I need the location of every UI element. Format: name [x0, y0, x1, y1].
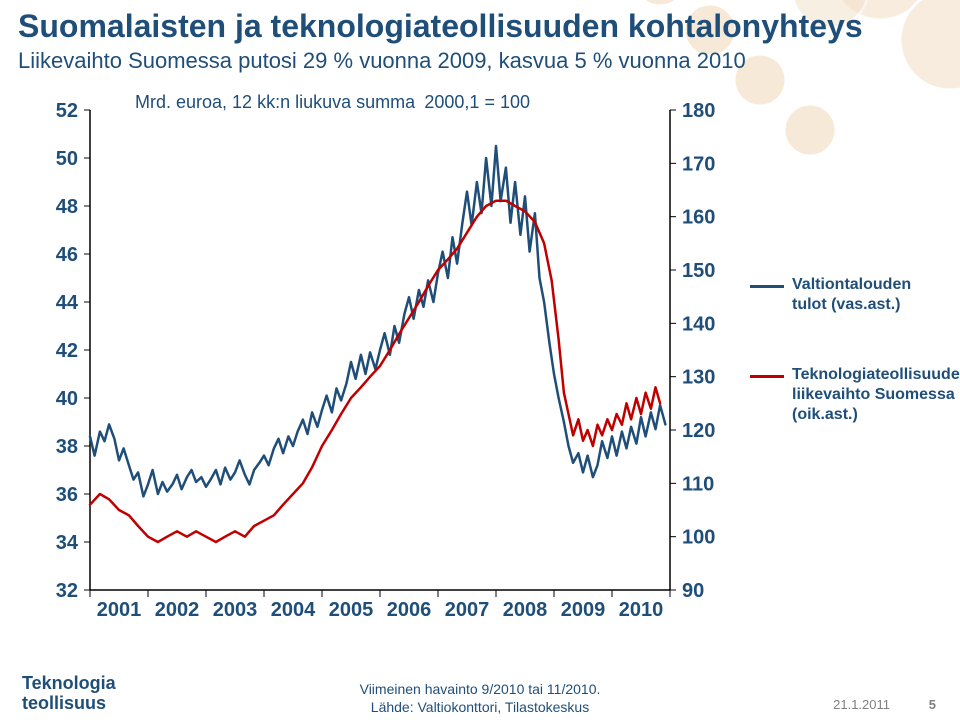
footer-line2: Lähde: Valtiokonttori, Tilastokeskus [0, 698, 960, 716]
svg-text:2000,1 = 100: 2000,1 = 100 [424, 92, 530, 112]
legend: Valtiontalouden tulot (vas.ast.) Teknolog… [750, 275, 945, 475]
svg-text:2007: 2007 [445, 599, 490, 621]
svg-text:52: 52 [56, 100, 78, 122]
footer-page: 5 [929, 697, 936, 712]
svg-text:130: 130 [682, 367, 715, 389]
svg-text:2008: 2008 [503, 599, 548, 621]
svg-text:32: 32 [56, 580, 78, 602]
svg-text:100: 100 [682, 527, 715, 549]
legend-label: Valtiontalouden tulot (vas.ast.) [792, 275, 945, 315]
svg-text:50: 50 [56, 148, 78, 170]
legend-item: Valtiontalouden tulot (vas.ast.) [750, 275, 945, 315]
svg-text:42: 42 [56, 340, 78, 362]
svg-text:2002: 2002 [155, 599, 200, 621]
svg-text:48: 48 [56, 196, 78, 218]
footer-line1: Viimeinen havainto 9/2010 tai 11/2010. [0, 680, 960, 698]
svg-text:38: 38 [56, 436, 78, 458]
svg-text:150: 150 [682, 260, 715, 282]
svg-text:36: 36 [56, 484, 78, 506]
svg-text:2006: 2006 [387, 599, 432, 621]
svg-text:110: 110 [682, 473, 714, 495]
slide-title: Suomalaisten ja teknologiateollisuuden k… [18, 8, 863, 45]
slide: Suomalaisten ja teknologiateollisuuden k… [0, 0, 960, 726]
svg-text:170: 170 [682, 153, 715, 175]
svg-text:2009: 2009 [561, 599, 606, 621]
svg-text:34: 34 [56, 532, 79, 554]
legend-swatch [750, 285, 784, 288]
footer-source: Viimeinen havainto 9/2010 tai 11/2010. L… [0, 680, 960, 716]
footer-date: 21.1.2011 [833, 697, 890, 712]
svg-text:140: 140 [682, 313, 715, 335]
legend-swatch [750, 375, 784, 378]
svg-text:2010: 2010 [619, 599, 664, 621]
svg-text:40: 40 [56, 388, 78, 410]
legend-label: Teknologiateollisuuden liikevaihto Suome… [792, 365, 960, 425]
svg-text:160: 160 [682, 207, 715, 229]
legend-item: Teknologiateollisuuden liikevaihto Suome… [750, 365, 945, 425]
svg-text:120: 120 [682, 420, 715, 442]
svg-text:2005: 2005 [329, 599, 374, 621]
svg-text:90: 90 [682, 580, 704, 602]
svg-text:44: 44 [56, 292, 79, 314]
svg-text:2004: 2004 [271, 599, 316, 621]
slide-subtitle: Liikevaihto Suomessa putosi 29 % vuonna … [18, 48, 746, 74]
svg-text:Mrd. euroa, 12 kk:n liukuva su: Mrd. euroa, 12 kk:n liukuva summa [135, 92, 416, 112]
svg-text:2003: 2003 [213, 599, 258, 621]
svg-text:46: 46 [56, 244, 78, 266]
svg-text:2001: 2001 [97, 599, 142, 621]
svg-text:180: 180 [682, 100, 715, 122]
